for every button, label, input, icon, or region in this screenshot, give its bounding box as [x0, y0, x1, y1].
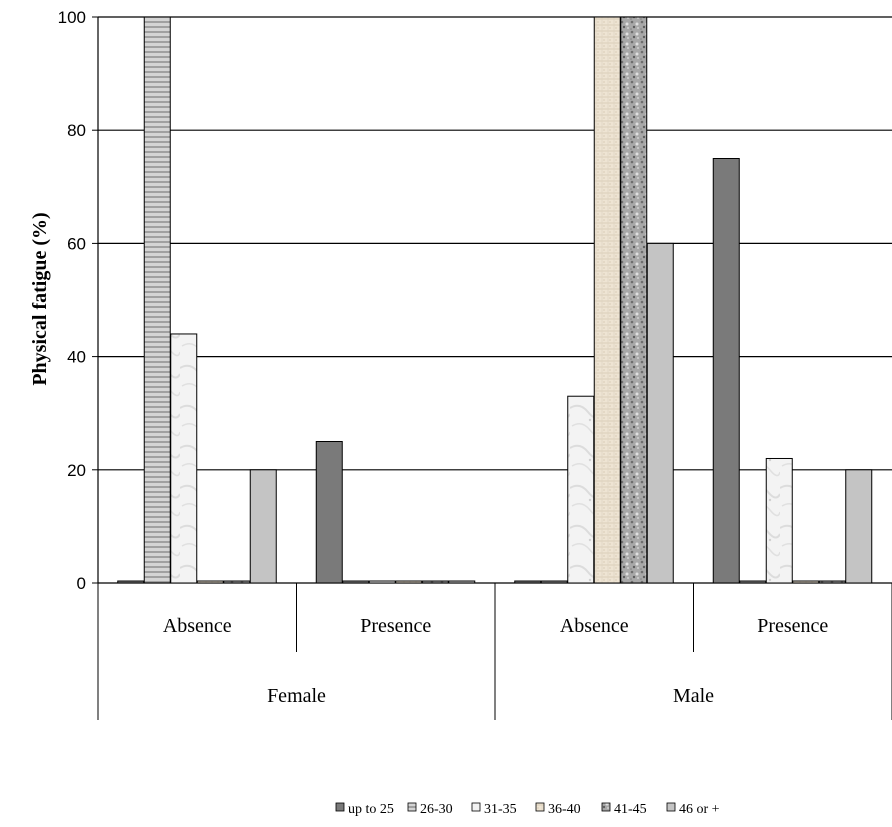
- bar-36-40-0: [196, 580, 224, 584]
- bar-41-45-1: [421, 580, 449, 584]
- legend-swatch: [535, 802, 545, 812]
- y-tick-label: 0: [77, 574, 86, 593]
- bar-36-40-1: [395, 580, 423, 584]
- legend-swatch: [601, 802, 611, 812]
- bar-46-or--1: [448, 580, 476, 584]
- bar-up-to-25-2: [514, 580, 542, 584]
- y-axis-label: Physical fatigue (%): [29, 212, 51, 385]
- legend-label: 26-30: [420, 802, 453, 817]
- group-label: Female: [267, 685, 326, 707]
- bar-46-or--3: [845, 469, 873, 584]
- legend-label: 41-45: [614, 802, 647, 817]
- legend-swatch: [407, 802, 417, 812]
- y-tick-label: 80: [67, 121, 86, 140]
- bar-41-45-2: [620, 16, 648, 584]
- y-tick-label: 20: [67, 461, 86, 480]
- legend-label: 36-40: [548, 802, 581, 817]
- category-label: Presence: [757, 615, 828, 637]
- bar-26-30-0: [143, 16, 171, 584]
- bar-31-35-0: [170, 333, 198, 584]
- bar-up-to-25-3: [712, 158, 740, 584]
- bar-31-35-1: [368, 580, 396, 584]
- legend-label: up to 25: [348, 802, 394, 817]
- category-label: Absence: [560, 615, 629, 637]
- y-tick-label: 100: [58, 8, 86, 27]
- bar-41-45-0: [223, 580, 251, 584]
- category-label: Presence: [360, 615, 431, 637]
- bar-46-or--0: [249, 469, 277, 584]
- bar-26-30-2: [540, 580, 568, 584]
- bar-26-30-3: [739, 580, 767, 584]
- bar-41-45-3: [818, 580, 846, 584]
- legend-label: 46 or +: [679, 802, 720, 817]
- bar-36-40-3: [792, 580, 820, 584]
- bar-up-to-25-1: [315, 441, 343, 584]
- bar-31-35-3: [765, 457, 793, 584]
- y-tick-label: 40: [67, 348, 86, 367]
- bar-26-30-1: [342, 580, 370, 584]
- bar-46-or--2: [646, 242, 674, 584]
- group-label: Male: [673, 685, 714, 707]
- bar-up-to-25-0: [117, 580, 145, 584]
- category-label: Absence: [163, 615, 232, 637]
- legend-swatch: [335, 802, 345, 812]
- legend-swatch: [666, 802, 676, 812]
- bar-36-40-2: [593, 16, 621, 584]
- legend-label: 31-35: [484, 802, 517, 817]
- y-tick-label: 60: [67, 234, 86, 253]
- legend-swatch: [471, 802, 481, 812]
- bar-31-35-2: [567, 395, 595, 584]
